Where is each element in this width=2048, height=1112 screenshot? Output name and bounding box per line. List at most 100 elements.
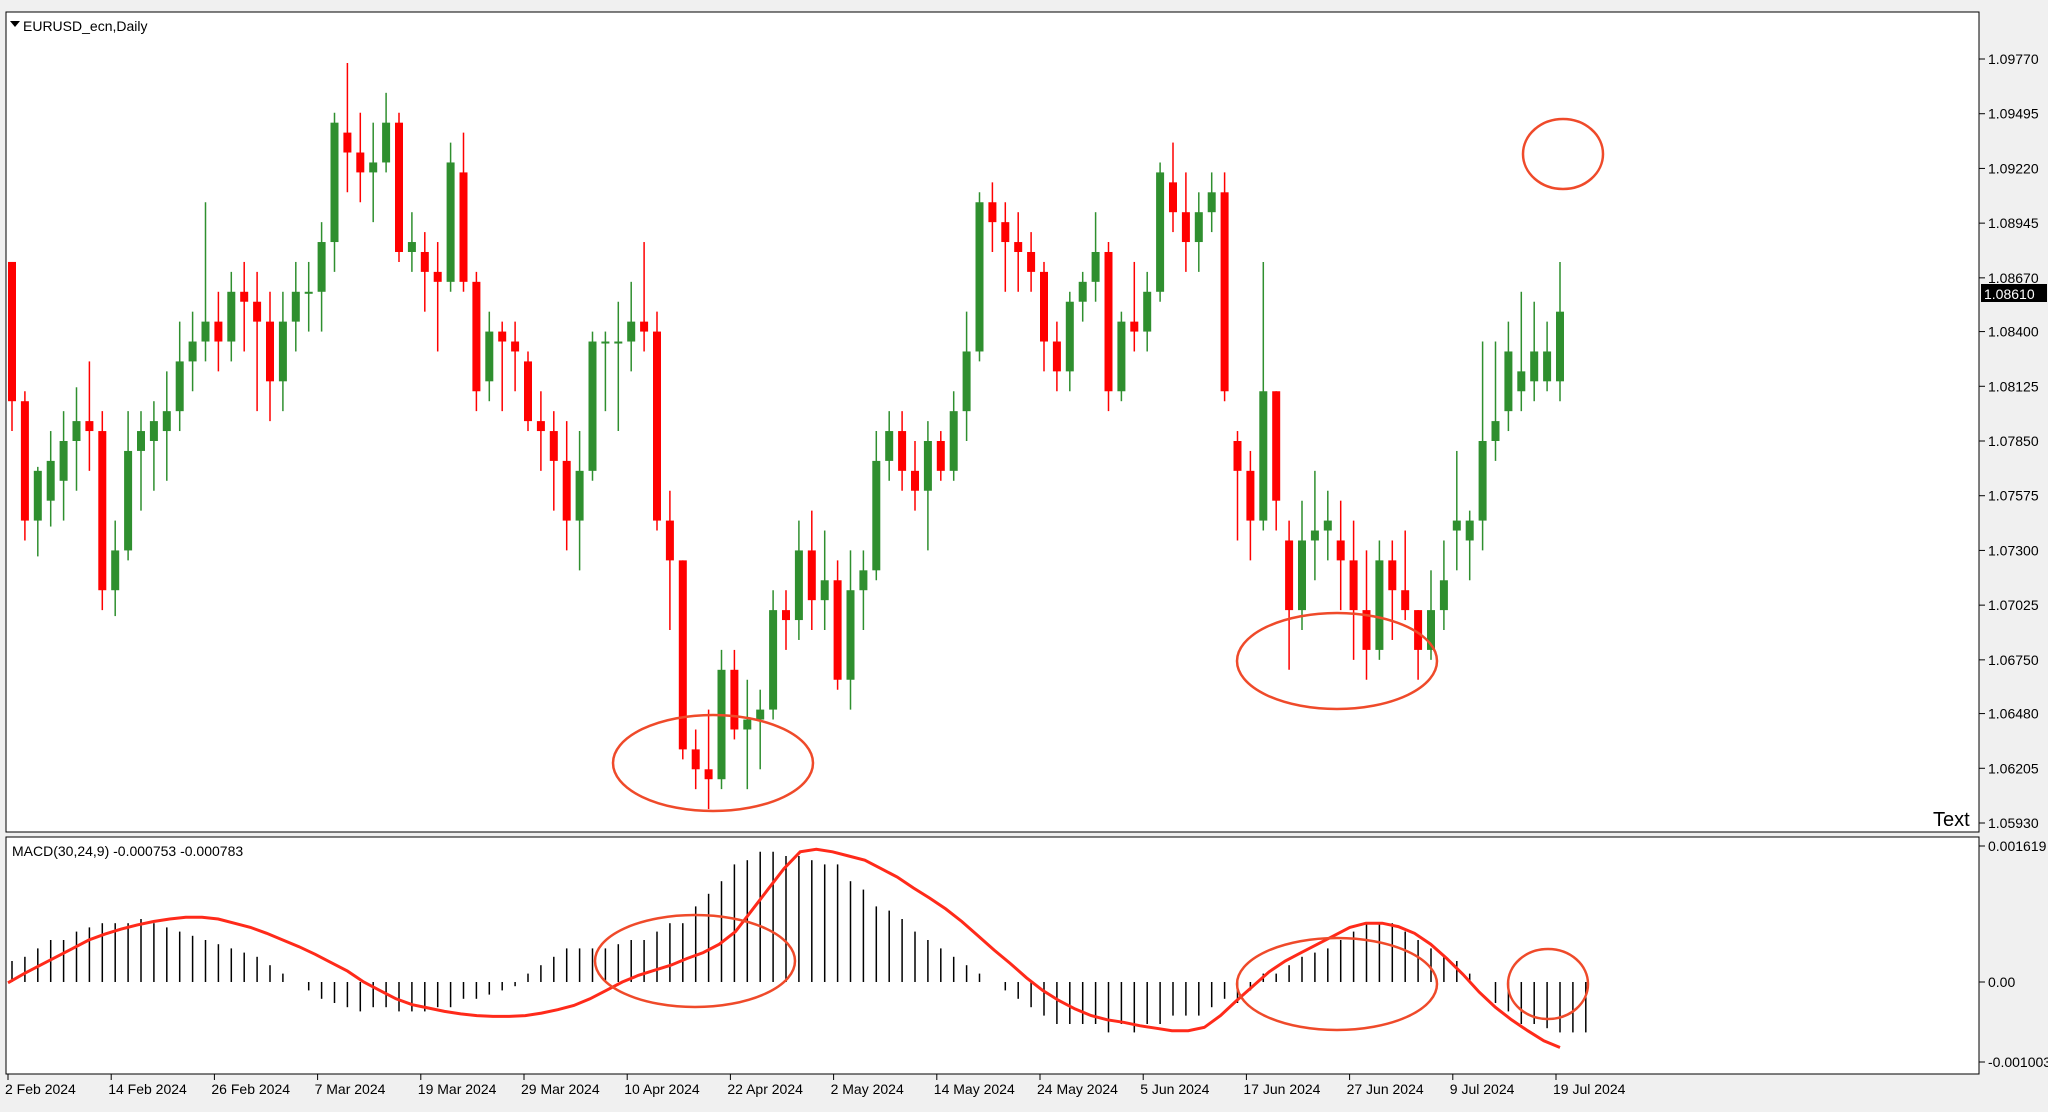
date-tick-label: 29 Mar 2024: [521, 1081, 600, 1097]
candle-body: [459, 172, 468, 282]
candle-body: [498, 331, 507, 342]
candle-body: [782, 610, 790, 621]
candle-body: [8, 261, 16, 402]
symbol-title: EURUSD_ecn,Daily: [23, 18, 147, 34]
candle-body: [304, 291, 313, 294]
candle-body: [756, 709, 765, 720]
candle-body: [640, 321, 649, 332]
candle-body: [717, 669, 726, 780]
date-tick-label: 10 Apr 2024: [624, 1081, 700, 1097]
candle-body: [291, 291, 300, 322]
date-tick-label: 14 May 2024: [934, 1081, 1015, 1097]
candle-body: [1465, 520, 1474, 541]
price-tick-label: 1.07850: [1988, 433, 2039, 449]
candle-body: [1001, 222, 1010, 243]
candle-body: [46, 460, 55, 501]
candle-body: [1414, 610, 1423, 650]
macd-signal-line: [7, 847, 1561, 1049]
price-tick-label: 1.09770: [1988, 51, 2039, 67]
candle-body: [653, 331, 661, 521]
candle-body: [433, 271, 442, 282]
candle-body: [253, 301, 262, 322]
candle-body: [562, 460, 571, 521]
macd-pane[interactable]: [5, 836, 1980, 1075]
date-tick-label: 5 Jun 2024: [1140, 1081, 1209, 1097]
candle-body: [1117, 321, 1126, 392]
candle-body: [588, 341, 597, 471]
candle-body: [536, 421, 545, 432]
candle-body: [175, 361, 184, 412]
candle-body: [614, 341, 623, 344]
candle-body: [162, 411, 171, 432]
candle-body: [898, 431, 907, 471]
price-tick-label: 1.09220: [1988, 160, 2039, 176]
candle-body: [1259, 391, 1268, 521]
candle-body: [833, 580, 842, 680]
candle-body: [872, 460, 881, 571]
candle-body: [356, 152, 365, 173]
candle-body: [59, 441, 68, 481]
circle-july-high: [1521, 117, 1605, 191]
dropdown-triangle-icon[interactable]: [10, 21, 20, 27]
candle-body: [1156, 172, 1165, 292]
candle-body: [769, 610, 778, 710]
candle-body: [395, 122, 403, 252]
candle-body: [1491, 421, 1500, 441]
candle-body: [446, 162, 455, 282]
candle-body: [278, 321, 287, 382]
candle-body: [1530, 351, 1539, 382]
price-tick-label: 1.06480: [1988, 706, 2039, 722]
price-tick-label: 1.07025: [1988, 597, 2039, 613]
candle-body: [1285, 540, 1294, 611]
price-pane[interactable]: [5, 11, 1980, 833]
candle-body: [794, 550, 803, 621]
candle-body: [369, 162, 378, 173]
candle-body: [1027, 251, 1036, 272]
text-object[interactable]: Text: [1933, 809, 1970, 831]
candle-body: [1323, 520, 1332, 531]
candle-body: [743, 719, 752, 730]
candle-body: [20, 401, 29, 521]
candle-body: [1427, 610, 1435, 650]
candle-body: [1181, 212, 1190, 243]
price-tick-label: 1.06205: [1988, 760, 2039, 776]
date-tick-label: 17 Jun 2024: [1243, 1081, 1320, 1097]
candle-body: [1040, 271, 1048, 342]
candle-body: [72, 421, 81, 441]
candle-body: [1207, 192, 1216, 213]
date-tick-label: 24 May 2024: [1037, 1081, 1118, 1097]
candle-body: [1233, 441, 1242, 471]
circle-macd-april: [593, 913, 797, 1009]
macd-axis: 0.001619 0.00 -0.001003: [1979, 838, 2048, 1070]
candle-body: [214, 321, 223, 342]
candle-body: [524, 361, 532, 422]
candle-body: [1194, 212, 1203, 243]
candle-body: [730, 669, 739, 730]
price-axis: 1.09770 1.09495 1.09220 1.08945 1.08670 1.084…: [1979, 51, 2039, 831]
price-tick-label: 1.09495: [1988, 106, 2039, 122]
candle-body: [1388, 560, 1397, 591]
candle-body: [1349, 560, 1358, 611]
candle-body: [936, 441, 945, 471]
candle-body: [240, 291, 249, 302]
candle-body: [1543, 351, 1552, 382]
price-tick-label: 1.08945: [1988, 215, 2039, 231]
price-tick-label: 1.06750: [1988, 652, 2039, 668]
candle-body: [549, 431, 558, 461]
price-tick-label: 1.08670: [1988, 270, 2039, 286]
candle-body: [923, 441, 932, 491]
candle-body: [1336, 540, 1345, 561]
candle-body: [859, 570, 868, 591]
candle-body: [1298, 540, 1306, 611]
candle-body: [149, 421, 158, 441]
candle-body: [111, 550, 120, 591]
candle-body: [1452, 520, 1461, 531]
circle-april-low: [611, 713, 815, 813]
candle-body: [330, 122, 339, 243]
candle-body: [382, 122, 391, 163]
candle-body: [885, 431, 894, 461]
date-tick-label: 27 Jun 2024: [1347, 1081, 1424, 1097]
date-axis: 2 Feb 2024 14 Feb 2024 26 Feb 2024 7 Mar 20…: [5, 1074, 1626, 1097]
candle-body: [1401, 590, 1410, 611]
